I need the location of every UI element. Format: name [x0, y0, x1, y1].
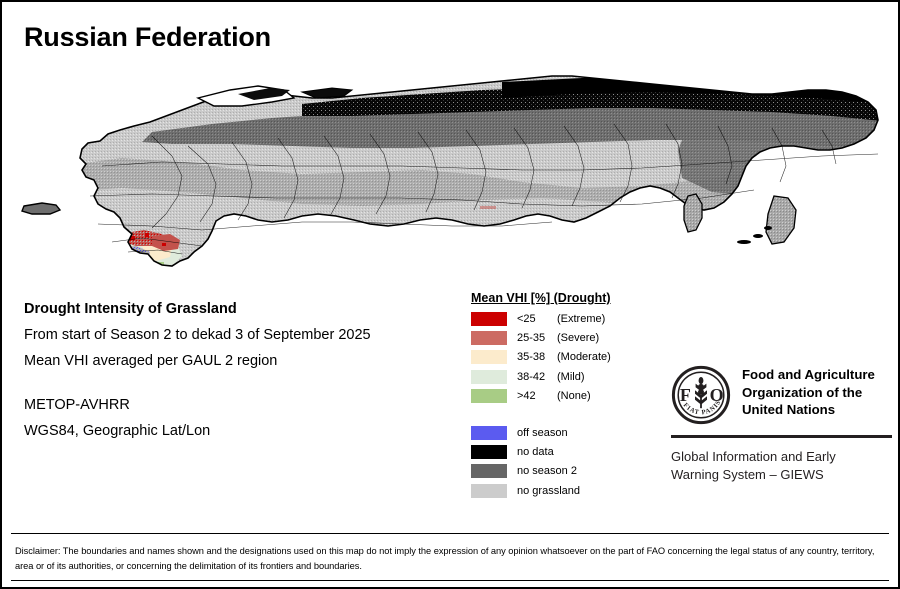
legend-item-mild[interactable]: 38-42 (Mild) — [471, 367, 671, 386]
description-projection: WGS84, Geographic Lat/Lon — [24, 423, 211, 439]
class-severe-area-2 — [152, 234, 180, 251]
disclaimer-top-divider — [11, 533, 889, 534]
legend-item-moderate[interactable]: 35-38 (Moderate) — [471, 348, 671, 367]
legend-swatch-mild — [471, 369, 507, 384]
legend-item-no-grassland[interactable]: no grassland — [471, 481, 671, 500]
legend-range-mild: 38-42 — [517, 370, 546, 383]
legend-item-severe[interactable]: 25-35 (Severe) — [471, 328, 671, 347]
map-legend: Mean VHI [%] (Drought) <25 (Extreme) 25-… — [471, 291, 671, 501]
legend-item-extreme[interactable]: <25 (Extreme) — [471, 309, 671, 328]
legend-item-no-data[interactable]: no data — [471, 442, 671, 461]
disclaimer-text: Disclaimer: The boundaries and names sho… — [15, 546, 875, 571]
legend-swatch-no-grassland — [471, 483, 507, 498]
class-severe-trace — [480, 206, 496, 209]
arctic-islands — [195, 85, 354, 107]
description-aggregation: Mean VHI averaged per GAUL 2 region — [24, 353, 278, 369]
legend-label-no-grassland: no grassland — [517, 484, 580, 497]
description-heading: Drought Intensity of Grassland — [24, 301, 237, 317]
giews-line-2: Warning System – GIEWS — [671, 466, 824, 482]
kaliningrad-exclave — [21, 202, 62, 215]
legend-desc-extreme: (Extreme) — [557, 312, 606, 325]
legend-desc-moderate: (Moderate) — [557, 351, 611, 364]
country-outline — [79, 75, 879, 267]
legend-label-severe: 25-35 (Severe) — [517, 332, 599, 344]
legend-group-spacer — [471, 406, 671, 423]
description-period: From start of Season 2 to dekad 3 of Sep… — [24, 327, 371, 343]
fao-name-line-2: Organization of the — [742, 384, 863, 400]
class-no-data-area — [302, 86, 878, 122]
class-extreme-patch — [145, 233, 149, 237]
legend-label-none: >42 (None) — [517, 390, 591, 402]
class-extreme-patch — [162, 243, 166, 246]
legend-label-no-data: no data — [517, 446, 554, 459]
fao-divider — [671, 435, 892, 438]
fao-name-line-3: United Nations — [742, 402, 836, 417]
legend-title: Mean VHI [%] (Drought) — [471, 291, 611, 305]
class-mixed-gray-area — [80, 158, 878, 212]
sakhalin-island — [683, 193, 703, 233]
legend-label-no-season-2: no season 2 — [517, 465, 577, 478]
fao-emblem-icon: F O FIAT — [671, 365, 731, 425]
svg-text:O: O — [710, 385, 724, 405]
legend-label-extreme: <25 (Extreme) — [517, 313, 605, 325]
fao-name-line-1: Food and Agriculture — [742, 367, 875, 382]
map-canvas[interactable] — [2, 46, 898, 278]
disclaimer-bottom-divider — [11, 580, 889, 581]
fao-logo-row: F O FIAT — [671, 365, 893, 425]
kuril-islands — [737, 226, 772, 244]
wheat-ear-icon — [695, 377, 707, 409]
legend-range-moderate: 35-38 — [517, 351, 546, 364]
legend-desc-severe: (Severe) — [557, 332, 600, 345]
fao-organization-name: Food and Agriculture Organization of the… — [742, 365, 875, 419]
legend-swatch-off-season — [471, 425, 507, 440]
giews-name: Global Information and Early Warning Sys… — [671, 448, 893, 484]
legend-desc-mild: (Mild) — [557, 370, 585, 383]
legend-label-moderate: 35-38 (Moderate) — [517, 351, 611, 363]
map-description: Drought Intensity of Grassland From star… — [24, 296, 464, 444]
svg-text:F: F — [680, 385, 691, 405]
legend-desc-none: (None) — [557, 390, 591, 403]
legend-item-none[interactable]: >42 (None) — [471, 387, 671, 406]
legend-swatch-no-data — [471, 445, 507, 460]
legend-swatch-none — [471, 389, 507, 404]
kamchatka-peninsula — [765, 195, 797, 245]
legend-swatch-severe — [471, 331, 507, 346]
legend-range-severe: 25-35 — [517, 332, 546, 345]
description-spacer — [24, 374, 464, 392]
admin-boundaries — [89, 123, 879, 255]
legend-range-extreme: <25 — [517, 312, 536, 325]
russia-map-graphic — [2, 46, 898, 278]
legend-range-none: >42 — [517, 390, 536, 403]
legend-item-off-season[interactable]: off season — [471, 423, 671, 442]
description-sensor: METOP-AVHRR — [24, 397, 130, 413]
legend-swatch-moderate — [471, 350, 507, 365]
legend-swatch-extreme — [471, 311, 507, 326]
class-extreme-patch — [130, 236, 135, 240]
legend-label-mild: 38-42 (Mild) — [517, 371, 585, 383]
legend-swatch-no-season-2 — [471, 464, 507, 479]
giews-line-1: Global Information and Early — [671, 448, 836, 464]
fao-branding: F O FIAT — [671, 365, 893, 484]
legend-label-off-season: off season — [517, 426, 568, 439]
legend-item-no-season-2[interactable]: no season 2 — [471, 462, 671, 481]
